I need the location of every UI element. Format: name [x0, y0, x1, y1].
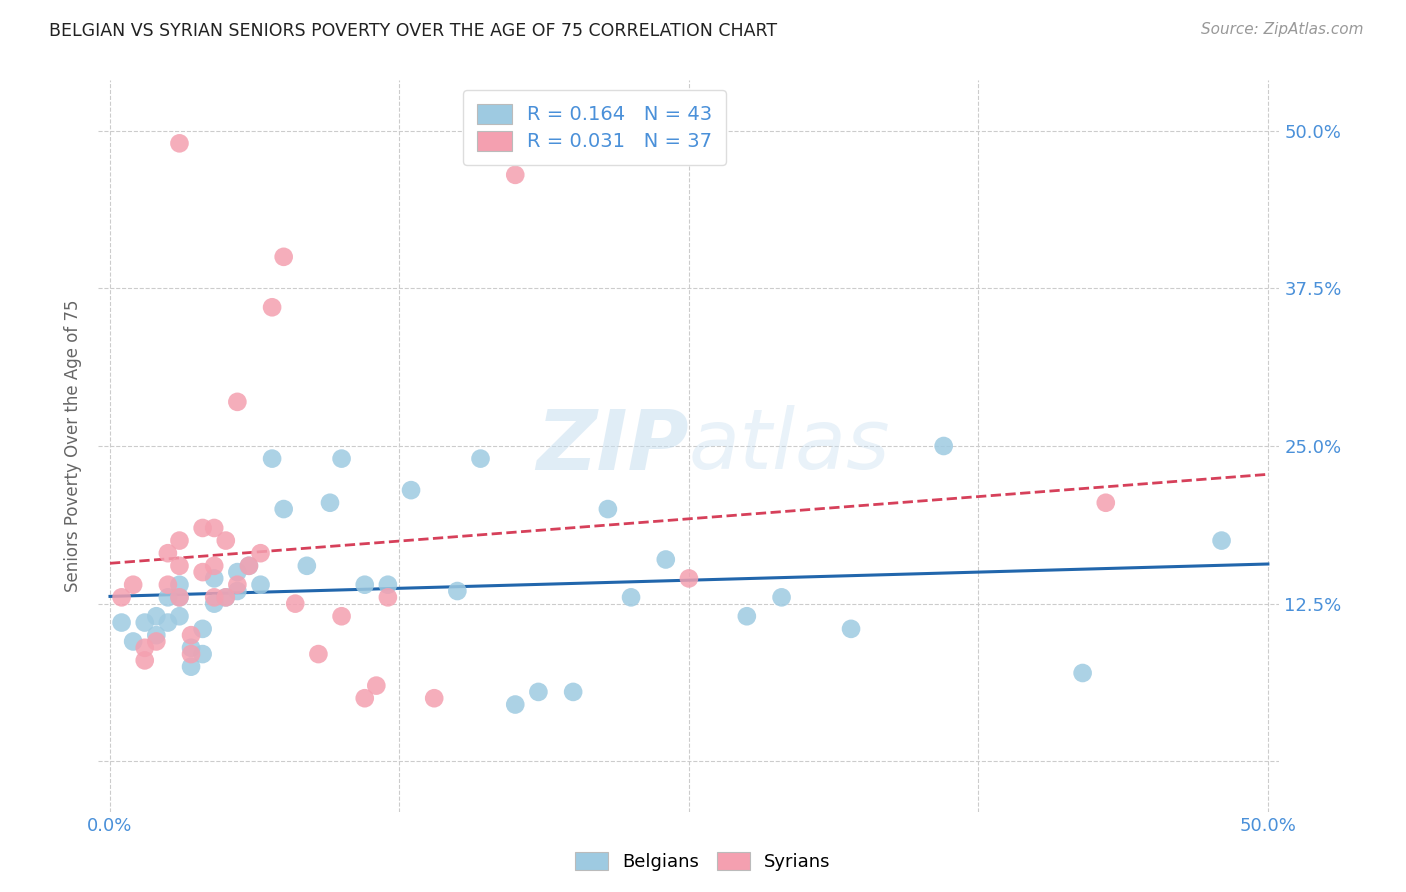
Point [319, 496, 342, 510]
Point [503, 698, 526, 712]
Point [470, 451, 492, 466]
Point [932, 439, 955, 453]
Point [284, 597, 307, 611]
Point [156, 546, 179, 560]
Point [191, 565, 214, 579]
Point [1211, 533, 1233, 548]
Point [202, 597, 225, 611]
Point [366, 679, 388, 693]
Point [330, 609, 353, 624]
Point [562, 685, 585, 699]
Point [122, 634, 145, 648]
Legend: R = 0.164   N = 43, R = 0.031   N = 37: R = 0.164 N = 43, R = 0.031 N = 37 [463, 90, 725, 165]
Point [145, 609, 167, 624]
Point [169, 136, 191, 151]
Point [503, 168, 526, 182]
Point [202, 521, 225, 535]
Point [423, 691, 446, 706]
Text: atlas: atlas [689, 406, 890, 486]
Point [191, 647, 214, 661]
Y-axis label: Seniors Poverty Over the Age of 75: Seniors Poverty Over the Age of 75 [65, 300, 83, 592]
Point [134, 640, 156, 655]
Point [215, 591, 238, 605]
Point [169, 558, 191, 573]
Point [145, 634, 167, 648]
Point [249, 546, 271, 560]
Text: ZIP: ZIP [536, 406, 689, 486]
Point [353, 691, 375, 706]
Point [180, 628, 202, 642]
Point [156, 615, 179, 630]
Point [655, 552, 678, 566]
Point [180, 640, 202, 655]
Point [353, 578, 375, 592]
Point [202, 558, 225, 573]
Point [215, 533, 238, 548]
Point [596, 502, 619, 516]
Point [399, 483, 422, 497]
Point [249, 578, 271, 592]
Point [180, 659, 202, 673]
Point [295, 558, 318, 573]
Point [226, 584, 249, 599]
Point [180, 647, 202, 661]
Point [678, 571, 700, 585]
Point [134, 653, 156, 667]
Text: Source: ZipAtlas.com: Source: ZipAtlas.com [1201, 22, 1364, 37]
Point [735, 609, 758, 624]
Point [226, 565, 249, 579]
Point [122, 578, 145, 592]
Point [620, 591, 643, 605]
Point [770, 591, 793, 605]
Point [169, 609, 191, 624]
Text: BELGIAN VS SYRIAN SENIORS POVERTY OVER THE AGE OF 75 CORRELATION CHART: BELGIAN VS SYRIAN SENIORS POVERTY OVER T… [49, 22, 778, 40]
Point [238, 558, 260, 573]
Point [134, 615, 156, 630]
Point [446, 584, 468, 599]
Point [330, 451, 353, 466]
Point [110, 615, 132, 630]
Point [273, 502, 295, 516]
Point [238, 558, 260, 573]
Point [377, 578, 399, 592]
Point [273, 250, 295, 264]
Legend: Belgians, Syrians: Belgians, Syrians [568, 845, 838, 879]
Point [202, 591, 225, 605]
Point [191, 521, 214, 535]
Point [307, 647, 329, 661]
Point [169, 591, 191, 605]
Point [215, 591, 238, 605]
Point [262, 451, 284, 466]
Point [145, 628, 167, 642]
Point [156, 578, 179, 592]
Point [1094, 496, 1116, 510]
Point [226, 395, 249, 409]
Point [169, 578, 191, 592]
Point [527, 685, 550, 699]
Point [226, 578, 249, 592]
Point [377, 591, 399, 605]
Point [202, 571, 225, 585]
Point [110, 591, 132, 605]
Point [1071, 665, 1094, 680]
Point [169, 591, 191, 605]
Point [262, 300, 284, 314]
Point [156, 591, 179, 605]
Point [169, 533, 191, 548]
Point [839, 622, 862, 636]
Point [191, 622, 214, 636]
